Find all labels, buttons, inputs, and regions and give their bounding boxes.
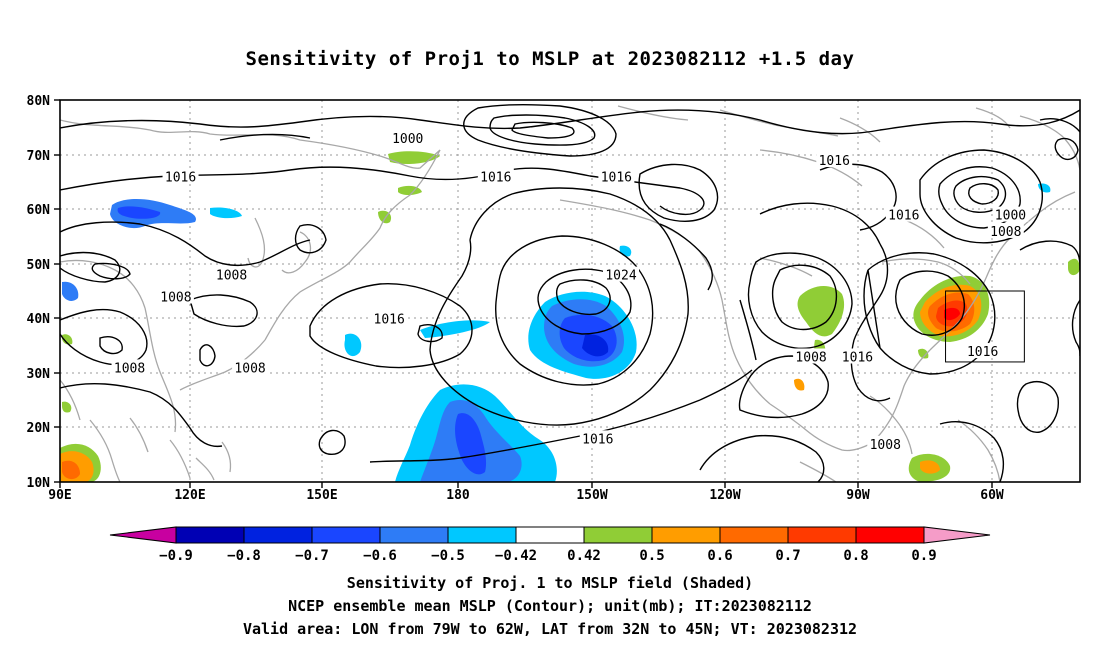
colorbar-segment [175,526,245,544]
contour-label-bg [157,288,194,304]
contour-label-bg [793,348,830,364]
contour-label: 1008 [870,438,901,453]
contour-label-bg [477,168,514,184]
lon-label-180: 180 [446,488,470,503]
contour-label: 1008 [114,361,145,376]
contour-label-bg [964,343,1001,359]
colorbar-segment [379,526,449,544]
colorbar-segment [719,526,789,544]
lat-label-40n: 40N [27,312,51,327]
contour-label: 1016 [819,154,850,169]
colorbar-segment [515,526,585,544]
lon-label-150w: 150W [576,488,607,503]
lon-ticks [59,482,993,488]
negative-sensitivity-shading [62,183,1051,482]
contour-label-bg [579,430,616,446]
contour-label: 1016 [601,170,632,185]
contour-label-bg [839,348,876,364]
contour-label-bg [867,435,904,451]
lat-label-70n: 70N [27,149,51,164]
map-title: Sensitivity of Proj1 to MSLP at 20230821… [245,48,855,70]
contour-label: 1008 [216,269,247,284]
colorbar-tick-label: −0.7 [295,548,329,564]
contour-label: 1008 [160,290,191,305]
lon-label-120w: 120W [709,488,740,503]
contour-label-bg [885,206,922,222]
contour-label-bg [992,206,1029,222]
colorbar-tick-label: 0.8 [843,548,868,564]
colorbar-tick-label: 0.42 [567,548,601,564]
colorbar-segment [311,526,381,544]
contour-label: 1016 [480,170,511,185]
lat-label-20n: 20N [27,421,51,436]
valid-area-box [945,290,1025,363]
lon-label-60w: 60W [980,488,1004,503]
contour-label-bg [389,130,426,146]
colorbar-tick-label: −0.8 [227,548,261,564]
contour-label-bg [816,152,853,168]
lat-ticks [54,99,60,483]
contour-label-bg [598,168,635,184]
colorbar-tick-label: −0.42 [495,548,537,564]
colorbar-tick-label: −0.9 [159,548,193,564]
contour-label-bg [213,266,250,282]
contour-label: 1016 [888,209,919,224]
colorbar-segment [787,526,857,544]
colorbar-segment [855,526,925,544]
contour-label: 1000 [995,209,1026,224]
contour-label: 1000 [392,132,423,147]
colorbar-segment [651,526,721,544]
colorbar-tick-label: 0.9 [911,548,936,564]
colorbar-tick-label: 0.7 [775,548,800,564]
contour-label: 1016 [165,170,196,185]
colorbar-high-extension [923,526,991,544]
contour-label-bg [603,266,639,282]
contour-label: 1008 [990,225,1021,240]
colorbar-tick-label: 0.6 [707,548,732,564]
caption-shaded: Sensitivity of Proj. 1 to MSLP field (Sh… [346,574,754,592]
contour-label-bg [162,168,199,184]
caption-valid-area: Valid area: LON from 79W to 62W, LAT fro… [242,620,858,638]
colorbar-tick-label: 0.5 [639,548,664,564]
contour-label-bg [232,359,269,375]
lat-label-30n: 30N [27,367,51,382]
contour-label-bg [987,222,1024,238]
contour-label: 1024 [605,269,636,284]
contour-label: 1016 [967,345,998,360]
colorbar-tick-label: −0.5 [431,548,465,564]
lon-label-90e: 90E [48,488,71,503]
colorbar-low-extension [109,526,177,544]
caption-contour: NCEP ensemble mean MSLP (Contour); unit(… [288,597,812,615]
lon-label-120e: 120E [174,488,205,503]
contour-label-bg [111,359,148,375]
contour-label: 1008 [234,361,265,376]
map-frame [59,99,1081,483]
lat-label-60n: 60N [27,203,51,218]
colorbar-segment [583,526,653,544]
lon-label-90w: 90W [846,488,870,503]
contour-label: 1008 [795,350,826,365]
contour-label: 1016 [374,312,405,327]
colorbar-tick-label: −0.6 [363,548,397,564]
colorbar-segment [243,526,313,544]
lat-label-50n: 50N [27,258,51,273]
contour-labels: 1000 1016 1016 1016 1016 1000 1016 1008 1008 1024… [111,130,1029,453]
lon-label-150e: 150E [306,488,337,503]
lat-label-80n: 80N [27,94,51,109]
colorbar: −0.9 −0.8 −0.7 −0.6 −0.5 −0.42 0.42 0.5 0.6 0.7 0.… [109,526,991,564]
positive-sensitivity-shading [60,151,1080,482]
colorbar-segment [447,526,517,544]
contour-label: 1016 [842,350,873,365]
contour-label: 1016 [582,432,613,447]
lat-label-10n: 10N [27,476,51,491]
contour-label-bg [371,310,408,326]
